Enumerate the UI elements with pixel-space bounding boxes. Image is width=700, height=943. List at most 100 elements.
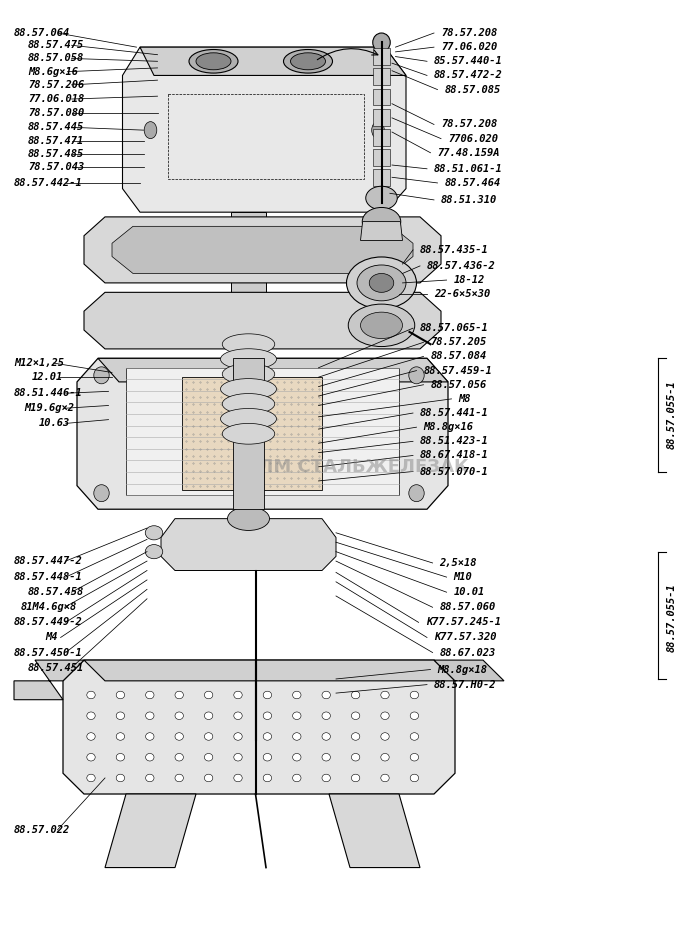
Text: 77.06.020: 77.06.020 [441,42,497,52]
Ellipse shape [322,753,330,761]
Ellipse shape [204,712,213,720]
Text: 88.57.055-1: 88.57.055-1 [667,381,677,449]
Ellipse shape [381,691,389,699]
Text: 88.57.459-1: 88.57.459-1 [424,366,492,375]
Text: 88.67.418-1: 88.67.418-1 [420,451,489,460]
Ellipse shape [263,753,272,761]
Ellipse shape [175,774,183,782]
Ellipse shape [409,485,424,502]
Text: 12.01: 12.01 [32,372,63,382]
Text: 88.57.441-1: 88.57.441-1 [420,408,489,418]
Ellipse shape [196,53,231,70]
Ellipse shape [293,753,301,761]
Ellipse shape [87,691,95,699]
Ellipse shape [381,774,389,782]
Ellipse shape [370,273,393,292]
Ellipse shape [146,753,154,761]
Ellipse shape [263,774,272,782]
Polygon shape [373,48,390,65]
Text: 88.57.058: 88.57.058 [28,54,84,63]
Polygon shape [84,660,455,681]
Text: 78.57.205: 78.57.205 [430,338,486,347]
Ellipse shape [175,733,183,740]
Ellipse shape [322,691,330,699]
Polygon shape [84,292,441,349]
Ellipse shape [234,691,242,699]
Polygon shape [105,794,196,868]
Ellipse shape [234,753,242,761]
Ellipse shape [234,712,242,720]
Text: 2,5×18: 2,5×18 [440,558,477,568]
Ellipse shape [322,712,330,720]
Ellipse shape [146,774,154,782]
Text: 88.57.475: 88.57.475 [28,41,84,50]
Text: 10.01: 10.01 [454,587,485,597]
Polygon shape [373,129,390,146]
Ellipse shape [146,712,154,720]
Text: 88.57.022: 88.57.022 [14,825,70,835]
Ellipse shape [351,753,360,761]
Text: К77.57.320: К77.57.320 [434,633,496,642]
Text: 88.57.448-1: 88.57.448-1 [14,572,83,582]
Text: 88.57.445: 88.57.445 [28,123,84,132]
Ellipse shape [87,733,95,740]
Ellipse shape [220,378,276,400]
Ellipse shape [116,733,125,740]
Ellipse shape [293,691,301,699]
Text: 88.57.436-2: 88.57.436-2 [427,261,496,271]
Polygon shape [77,358,448,509]
Ellipse shape [220,349,276,370]
Ellipse shape [204,733,213,740]
Text: 78.57.206: 78.57.206 [28,80,84,90]
Ellipse shape [203,453,294,490]
Ellipse shape [223,334,274,355]
Polygon shape [98,358,448,382]
Ellipse shape [360,312,402,339]
Ellipse shape [223,364,274,385]
Ellipse shape [351,691,360,699]
Text: 78.57.208: 78.57.208 [441,120,497,129]
Ellipse shape [363,207,400,236]
Text: 78.57.080: 78.57.080 [28,108,84,118]
Ellipse shape [146,526,162,539]
Ellipse shape [372,33,391,52]
Text: 88.57.055-1: 88.57.055-1 [667,584,677,652]
Ellipse shape [365,187,398,210]
Text: М19.6g×2: М19.6g×2 [25,404,74,413]
Text: ГПЛМ СТАЛЬЖЕЛЕЗАК: ГПЛМ СТАЛЬЖЕЛЕЗАК [232,457,468,476]
Text: 88.57.471: 88.57.471 [28,136,84,145]
Ellipse shape [284,49,332,74]
Polygon shape [161,519,336,571]
Ellipse shape [409,367,424,384]
Text: 88.51.423-1: 88.51.423-1 [420,437,489,446]
Text: 88.51.446-1: 88.51.446-1 [14,389,83,398]
Text: 18-12: 18-12 [454,275,485,285]
Ellipse shape [357,265,406,301]
Ellipse shape [204,753,213,761]
Text: 77.06.018: 77.06.018 [28,94,84,104]
Ellipse shape [204,774,213,782]
Ellipse shape [410,691,419,699]
Ellipse shape [410,733,419,740]
Ellipse shape [234,733,242,740]
Polygon shape [63,660,455,794]
Text: 88.57.Н0-2: 88.57.Н0-2 [434,680,496,689]
Text: 88.57.447-2: 88.57.447-2 [14,556,83,566]
Polygon shape [373,190,390,207]
Text: 88.57.451: 88.57.451 [28,663,84,672]
Ellipse shape [223,393,274,414]
Text: М8: М8 [458,394,471,404]
Ellipse shape [410,753,419,761]
Text: 88.57.485: 88.57.485 [28,149,84,158]
Ellipse shape [87,712,95,720]
Text: 78.57.208: 78.57.208 [441,28,497,38]
Text: 88.51.061-1: 88.51.061-1 [434,164,503,174]
Text: 88.57.085: 88.57.085 [444,85,500,94]
Ellipse shape [146,545,162,558]
Polygon shape [233,358,264,509]
Text: 88.57.458: 88.57.458 [28,587,84,597]
Ellipse shape [116,691,125,699]
Ellipse shape [263,712,272,720]
Text: 22-6×5×30: 22-6×5×30 [434,290,490,299]
Ellipse shape [351,774,360,782]
